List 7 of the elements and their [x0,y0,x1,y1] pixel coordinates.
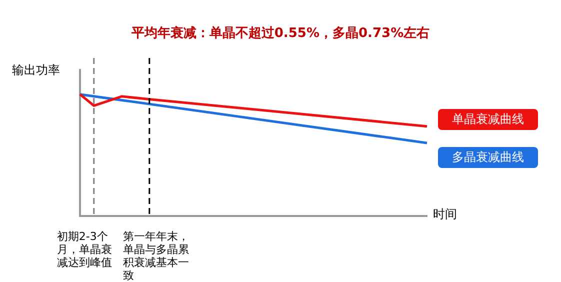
text: 第一年年末，单晶与多晶累积衰减基本一致 [122,230,190,282]
chart-title: 平均年衰减：单晶不超过0.55%，多晶0.73%左右 [130,24,431,42]
text: 多晶衰减曲线 [438,147,538,168]
x-axis-title: 时间 [433,206,457,223]
text: 单晶衰减曲线 [438,109,538,130]
text: 初期2-3个月，单晶衰减达到峰值 [56,230,113,269]
y-axis-title: 输出功率 [12,62,60,79]
